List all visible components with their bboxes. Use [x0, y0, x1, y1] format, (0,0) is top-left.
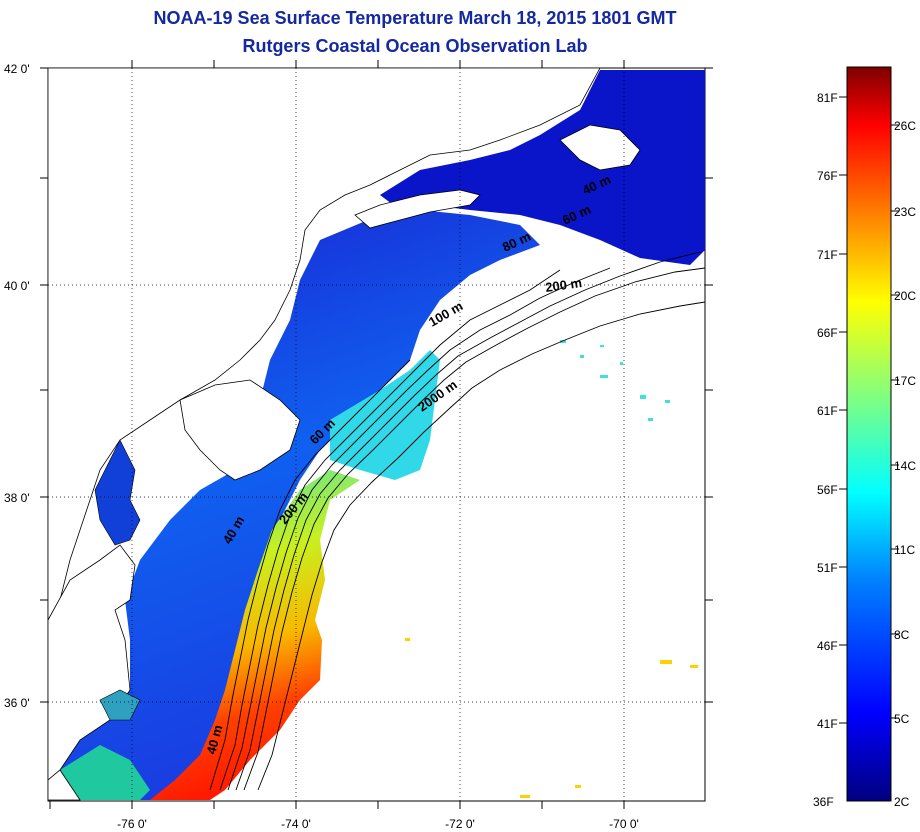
cb-f-36: 36F — [813, 795, 834, 809]
cb-f-66: 66F — [817, 326, 838, 340]
contour-100m — [235, 251, 701, 791]
lon-tick-74: -74 0' — [281, 817, 311, 831]
contour-2000m — [257, 301, 705, 791]
land-delmarva — [179, 379, 301, 481]
cb-f-61: 61F — [817, 404, 838, 418]
contour-200m — [243, 267, 705, 791]
graticule — [48, 68, 705, 801]
lon-tick-72: -72 0' — [445, 817, 475, 831]
lat-tick-38: 38 0' — [4, 491, 30, 505]
lat-tick-40: 40 0' — [4, 279, 30, 293]
cb-c-14: 14C — [894, 459, 916, 473]
colorbar-ticks — [839, 96, 899, 724]
cb-f-51: 51F — [817, 561, 838, 575]
cb-c-5: 5C — [894, 712, 910, 726]
contour-60m — [219, 269, 561, 791]
sst-scatter-cyan — [560, 340, 670, 421]
cb-f-71: 71F — [817, 248, 838, 262]
sst-slope-cyan — [330, 350, 440, 480]
cb-c-20: 20C — [894, 289, 916, 303]
contour-80m — [227, 267, 611, 791]
sst-south-coastal — [60, 745, 150, 800]
lat-tick-42: 42 0' — [4, 62, 30, 76]
map-title: NOAA-19 Sea Surface Temperature March 18… — [153, 8, 677, 28]
cb-f-56: 56F — [817, 483, 838, 497]
cb-f-76: 76F — [817, 169, 838, 183]
contour-label-40m-south: 40 m — [203, 723, 225, 756]
bathymetry-contours — [209, 251, 705, 791]
cb-c-11: 11C — [894, 543, 915, 557]
land-northeast — [48, 68, 601, 621]
lon-tick-70: -70 0' — [609, 817, 639, 831]
cb-c-23: 23C — [894, 205, 916, 219]
cb-f-81: 81F — [817, 91, 838, 105]
cb-f-41: 41F — [817, 717, 838, 731]
land-cape-cod — [559, 124, 641, 171]
lon-tick-76: -76 0' — [117, 817, 147, 831]
colorbar-ramp — [846, 66, 892, 802]
cb-c-26: 26C — [894, 119, 916, 133]
land-virginia — [48, 544, 136, 781]
cb-c-17: 17C — [894, 374, 916, 388]
colorbar: 81F 76F 71F 66F 61F 56F 51F 46F 41F 36F … — [813, 66, 916, 809]
land-pamlico — [48, 769, 81, 801]
axis-ticks — [40, 60, 713, 809]
cb-f-46: 46F — [817, 639, 838, 653]
cb-c-2: 2C — [894, 795, 910, 809]
sst-gulf-stream — [150, 470, 360, 800]
sst-shelf-patch — [60, 210, 540, 800]
lat-tick-36: 36 0' — [4, 696, 30, 710]
contour-40m — [209, 359, 411, 791]
cb-c-8: 8C — [894, 628, 910, 642]
sst-imagery: 40 m 40 m 60 m 200 m 2000 m 100 m 200 m … — [48, 68, 705, 801]
albemarle-sound — [99, 689, 141, 721]
sst-scatter-yellow — [405, 638, 698, 798]
chesapeake-bay — [94, 439, 141, 546]
land-long-island — [354, 189, 481, 229]
contour-label-200m-east: 200 m — [544, 275, 583, 295]
map-subtitle: Rutgers Coastal Ocean Observation Lab — [242, 36, 588, 56]
